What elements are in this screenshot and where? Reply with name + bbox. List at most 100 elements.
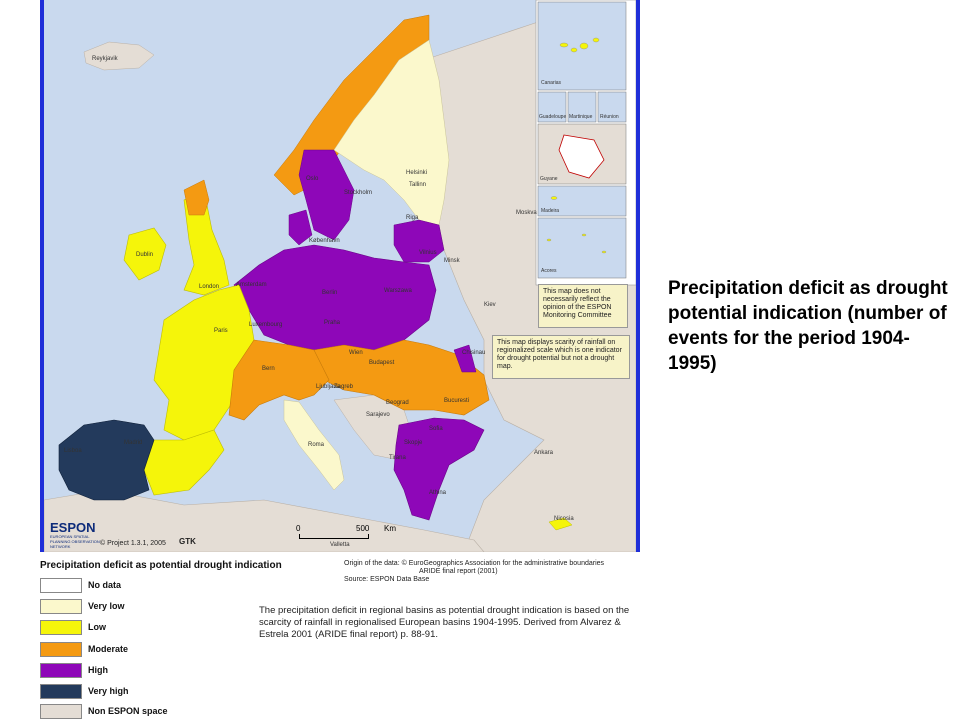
inset-acores — [537, 217, 627, 279]
city-label-kiev: Kiev — [484, 302, 496, 308]
city-label-berlin: Berlin — [322, 290, 338, 296]
madeira-island — [550, 196, 558, 200]
city-label-london: London — [199, 284, 220, 290]
acores-island — [581, 233, 587, 237]
inset-reunion — [597, 91, 627, 123]
scale-bar — [299, 534, 369, 539]
region-sweden — [298, 149, 355, 241]
region-moldova — [453, 344, 477, 373]
city-label-luxembourg: Luxembourg — [249, 322, 283, 328]
legend-item-high: High — [40, 663, 360, 679]
legend-swatch — [40, 663, 82, 678]
legend-label: Very low — [88, 601, 125, 611]
source-line: Source: ESPON Data Base — [344, 576, 430, 583]
legend-label: High — [88, 665, 108, 675]
legend-swatch — [40, 578, 82, 593]
inset-madeira — [537, 185, 627, 217]
iceland — [83, 41, 155, 71]
city-label-amsterdam: Amsterdam — [236, 282, 267, 288]
legend-label: Non ESPON space — [88, 706, 168, 716]
espon-logo-subtitle: EUROPEAN SPATIAL PLANNING OBSERVATION NE… — [50, 534, 100, 549]
inset-label-reunion: Réunion — [600, 114, 619, 120]
region-north-nordic — [333, 39, 450, 226]
city-label-sofia: Sofia — [429, 426, 443, 432]
city-label-reykjavik: Reykjavik — [92, 56, 118, 62]
legend-swatch — [40, 704, 82, 719]
region-britain — [183, 189, 230, 296]
city-label-lisboa: Lisboa — [64, 448, 82, 454]
origin-line: Origin of the data: © EuroGeographics As… — [344, 560, 605, 567]
espon-logo: ESPON — [50, 520, 96, 535]
city-label-oslo: Oslo — [306, 176, 319, 182]
city-label-tallinn: Tallinn — [409, 182, 427, 188]
region-iberia-west — [58, 419, 155, 501]
origin-line: ARIDE final report (2001) — [419, 568, 498, 575]
city-label-ankara: Ankara — [534, 450, 554, 456]
inset-label-martinique: Martinique — [569, 114, 593, 120]
city-label-ljubljana: Ljubljana — [316, 384, 341, 390]
legend-swatch — [40, 684, 82, 699]
legend-item-moderate: Moderate — [40, 642, 360, 658]
city-label-stockholm: Stockholm — [344, 190, 373, 196]
region-ireland — [123, 227, 167, 281]
map-canvas — [44, 0, 636, 552]
acores-island — [546, 238, 552, 242]
legend-title: Precipitation deficit as potential droug… — [40, 560, 282, 571]
city-label-valletta: Valletta — [330, 542, 350, 548]
city-label-bern: Bern — [262, 366, 275, 372]
guyane-border — [558, 134, 605, 179]
legend-item-very-high: Very high — [40, 684, 360, 700]
city-label-nicosia: Nicosia — [554, 516, 574, 522]
legend-item-no-data: No data — [40, 578, 360, 594]
project-copyright: © Project 1.3.1, 2005 — [100, 540, 166, 547]
city-label-bucuresti: Bucuresti — [444, 398, 470, 404]
city-label-paris: Paris — [214, 328, 228, 334]
city-label-skopje: Skopje — [404, 440, 423, 446]
scale-label-max: 500 — [356, 524, 370, 533]
city-label-vilnius: Vilnius — [419, 250, 437, 256]
region-spain-east — [143, 429, 225, 496]
city-label-athina: Athina — [429, 490, 447, 496]
city-label-zagreb: Zagreb — [334, 384, 354, 390]
region-alps-italy — [228, 339, 330, 421]
slide-caption: Precipitation deficit as drought potenti… — [668, 278, 948, 374]
drought-map: Reykjavik Dublin London Amsterdam Paris … — [40, 0, 640, 552]
legend-item-non-espon: Non ESPON space — [40, 704, 360, 720]
city-label-minsk: Minsk — [444, 258, 460, 264]
scale-label-zero: 0 — [296, 524, 301, 533]
scale-label-unit: Km — [384, 524, 396, 533]
city-label-madrid: Madrid — [124, 440, 143, 446]
inset-guadeloupe — [537, 91, 567, 123]
city-label-beograd: Beograd — [386, 400, 409, 406]
acores-island — [601, 250, 607, 254]
region-scotland — [183, 179, 210, 216]
legend-label: No data — [88, 580, 122, 590]
city-label-praha: Praha — [324, 320, 341, 326]
legend-label: Low — [88, 622, 106, 632]
canarias-island — [559, 42, 569, 48]
city-label-roma: Roma — [308, 442, 325, 448]
city-label-dublin: Dublin — [136, 252, 154, 258]
city-label-tirana: Tirana — [389, 455, 406, 461]
legend-item-low: Low — [40, 620, 360, 636]
legend-swatch — [40, 620, 82, 635]
legend-swatch — [40, 642, 82, 657]
city-label-helsinki: Helsinki — [406, 170, 428, 176]
city-label-wien: Wien — [349, 350, 363, 356]
rainfall-scarcity-note: This map displays scarity of rainfall on… — [492, 335, 630, 379]
inset-label-guadeloupe: Guadeloupe — [539, 114, 567, 120]
city-label-moskva: Moskva — [516, 210, 537, 216]
region-greece-bulgaria — [393, 417, 485, 521]
canarias-island — [592, 37, 600, 43]
region-italy-peninsula — [283, 399, 345, 491]
city-label-riga: Riga — [406, 215, 419, 221]
legend-label: Very high — [88, 686, 129, 696]
inset-martinique — [567, 91, 597, 123]
legend-swatch — [40, 599, 82, 614]
region-denmark — [288, 209, 313, 246]
inset-label-acores: Acores — [541, 268, 557, 274]
city-label-chisinau: Chisinau — [462, 350, 486, 356]
inset-label-madeira: Madeira — [541, 208, 560, 214]
non-espon-land-africa — [44, 489, 485, 552]
inset-label-guyane: Guyane — [540, 176, 558, 182]
